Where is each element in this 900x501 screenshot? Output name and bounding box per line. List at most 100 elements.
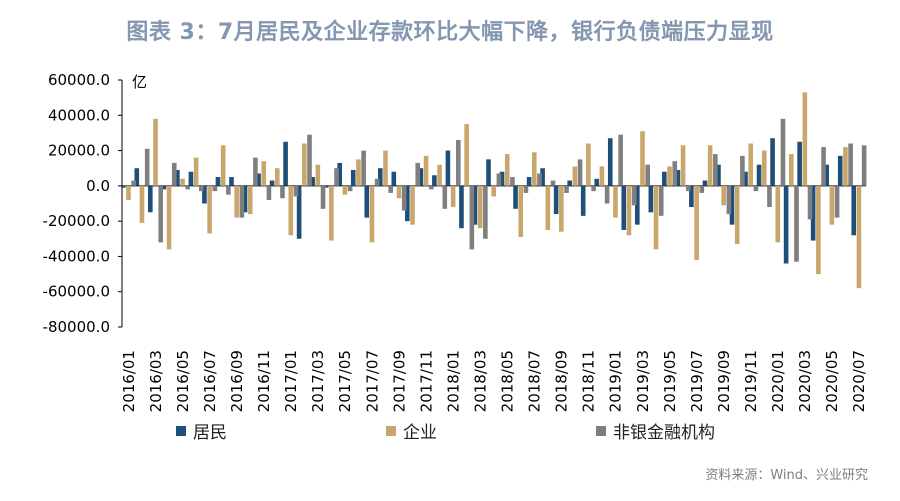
bar-enterprise — [139, 185, 145, 223]
bar-resident — [310, 177, 315, 186]
bar-enterprise — [247, 185, 253, 215]
bar-enterprise — [680, 145, 686, 186]
bar-nonbank — [293, 185, 299, 197]
bar-nonbank — [550, 180, 556, 186]
bar-resident — [296, 185, 302, 239]
bar-enterprise — [315, 164, 321, 186]
bar-enterprise — [180, 178, 185, 186]
bar-enterprise — [775, 185, 781, 243]
legend-label-resident: 居民 — [193, 423, 227, 443]
x-tick-label: 2019/01 — [607, 350, 625, 412]
bar-enterprise — [802, 92, 808, 186]
bar-enterprise — [491, 185, 496, 197]
bar-resident — [175, 169, 180, 186]
x-tick-label: 2017/05 — [336, 350, 354, 412]
bar-resident — [689, 185, 694, 208]
source-note: 资料来源：Wind、兴业研究 — [705, 468, 868, 483]
bar-resident — [526, 177, 532, 186]
bar-enterprise — [829, 185, 835, 225]
x-tick-label: 2016/01 — [120, 350, 138, 412]
y-tick-label: 20000.0 — [48, 142, 110, 160]
bar-enterprise — [518, 185, 524, 238]
bar-nonbank — [144, 148, 150, 186]
bar-nonbank — [226, 185, 231, 195]
bar-enterprise — [423, 155, 429, 186]
bar-nonbank — [212, 185, 218, 192]
x-tick-label: 2020/05 — [823, 350, 841, 412]
bar-resident — [283, 141, 288, 186]
bar-nonbank — [334, 168, 339, 186]
bar-nonbank — [361, 150, 366, 186]
bar-nonbank — [861, 145, 867, 186]
bar-resident — [729, 185, 735, 225]
x-tick-label: 2020/07 — [850, 350, 868, 412]
bar-nonbank — [266, 185, 272, 200]
bar-enterprise — [559, 185, 564, 232]
x-tick-label: 2018/05 — [499, 350, 517, 412]
bar-resident — [621, 185, 627, 230]
bar-resident — [851, 185, 857, 236]
bar-nonbank — [577, 159, 583, 186]
bar-resident — [486, 159, 491, 186]
bar-resident — [635, 185, 640, 225]
bar-enterprise — [694, 185, 699, 260]
bar-enterprise — [329, 185, 334, 241]
bar-enterprise — [207, 185, 212, 234]
bar-nonbank — [726, 185, 732, 215]
bar-resident — [810, 185, 816, 241]
bar-resident — [377, 168, 383, 186]
bar-nonbank — [199, 185, 204, 192]
bar-nonbank — [307, 134, 312, 186]
bar-enterprise — [721, 185, 726, 206]
bar-resident — [770, 138, 775, 186]
bar-resident — [256, 173, 261, 186]
bar-resident — [837, 155, 843, 186]
bar-enterprise — [761, 150, 767, 186]
x-tick-label: 2016/03 — [147, 350, 165, 412]
bar-nonbank — [753, 185, 759, 192]
bar-nonbank — [618, 134, 623, 186]
bar-enterprise — [450, 185, 456, 208]
bar-resident — [350, 169, 356, 186]
bar-enterprise — [531, 152, 537, 186]
bar-resident — [567, 180, 572, 186]
bar-resident — [702, 180, 708, 186]
x-tick-label: 2018/09 — [553, 350, 571, 412]
bar-enterprise — [707, 145, 713, 186]
bar-enterprise — [626, 185, 632, 236]
bar-nonbank — [171, 162, 177, 186]
bar-resident — [391, 171, 397, 186]
bar-enterprise — [369, 185, 375, 243]
y-tick-label: -80000.0 — [43, 318, 110, 336]
bar-nonbank — [645, 164, 650, 186]
bar-nonbank — [442, 185, 448, 209]
legend-swatch-nonbank — [596, 425, 606, 436]
bar-enterprise — [193, 157, 199, 186]
bar-nonbank — [658, 185, 664, 216]
bar-resident — [553, 185, 559, 215]
y-tick-label: 40000.0 — [48, 106, 110, 124]
bar-resident — [405, 185, 410, 222]
bar-enterprise — [856, 185, 862, 289]
x-tick-label: 2018/01 — [444, 350, 462, 412]
bar-enterprise — [477, 185, 483, 229]
bar-resident — [323, 185, 329, 188]
bar-enterprise — [640, 131, 645, 186]
bar-resident — [161, 185, 167, 190]
bar-nonbank — [253, 157, 258, 186]
y-tick-label: -40000.0 — [43, 247, 110, 265]
bar-resident — [364, 185, 370, 218]
bar-enterprise — [153, 118, 158, 186]
bar-nonbank — [401, 185, 407, 211]
x-tick-label: 2020/03 — [796, 350, 814, 412]
bar-nonbank — [821, 147, 826, 186]
legend-label-nonbank: 非银金融机构 — [613, 423, 715, 443]
bar-enterprise — [599, 166, 605, 186]
x-tick-label: 2018/03 — [471, 350, 489, 412]
bar-nonbank — [699, 185, 705, 193]
bar-nonbank — [672, 161, 678, 186]
y-tick-label: 0.0 — [86, 177, 110, 195]
x-tick-label: 2020/01 — [769, 350, 787, 412]
bar-enterprise — [396, 185, 402, 199]
bar-nonbank — [428, 185, 434, 190]
